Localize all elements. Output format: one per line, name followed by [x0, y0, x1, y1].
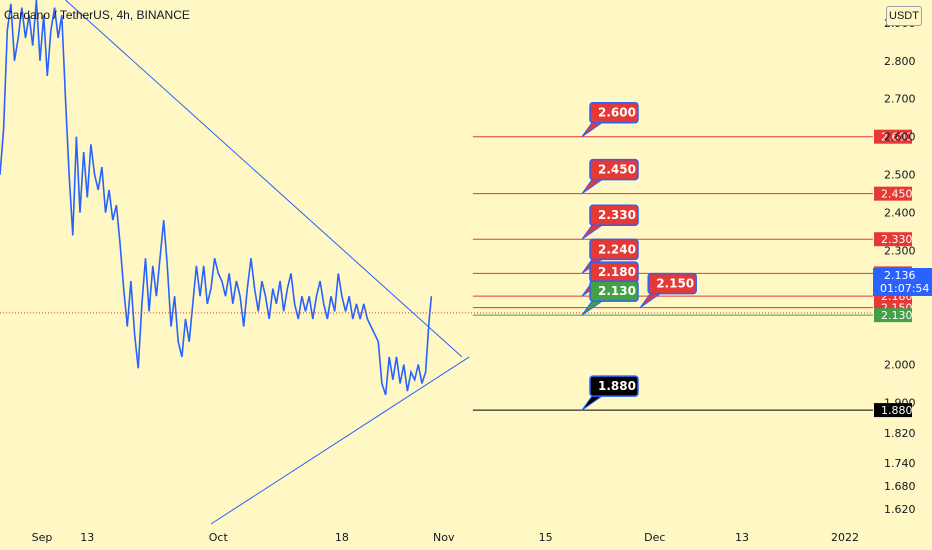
price-axis[interactable]: 2.9002.8002.7002.6002.5002.4002.3002.000…	[884, 17, 916, 516]
x-tick-label: 15	[539, 531, 553, 544]
callout-text: 2.150	[656, 277, 694, 291]
x-tick-label: Dec	[644, 531, 665, 544]
x-tick-label: 13	[80, 531, 94, 544]
y-tick-label: 1.820	[884, 427, 916, 440]
callout-2-600: 2.600	[581, 101, 639, 138]
callout-text: 2.450	[598, 163, 636, 177]
x-tick-label: Oct	[209, 531, 229, 544]
trendlines	[65, 0, 470, 525]
level-tag-2-600	[874, 129, 912, 144]
y-tick-label: 2.600	[884, 131, 916, 144]
last-price-value: 2.136	[884, 269, 916, 282]
callout-2-180: 2.180	[581, 261, 639, 297]
callout-text: 1.880	[598, 379, 636, 393]
level-tag-2-130	[874, 308, 912, 323]
last-price-tag: 2.136 01:07:54	[873, 268, 932, 296]
y-tick-label: 1.680	[884, 480, 916, 493]
callout-1-880: 1.880	[581, 375, 639, 411]
time-axis[interactable]: Sep 13 Oct 18 Nov 15 Dec 13 2022	[32, 531, 859, 544]
level-tag-text: 2.130	[881, 309, 913, 322]
callout-2-130: 2.130	[581, 280, 639, 316]
callout-2-330: 2.330	[581, 204, 639, 240]
callout-text: 2.180	[598, 265, 636, 279]
callout-text: 2.330	[598, 208, 636, 222]
price-series-line	[0, 0, 433, 396]
y-tick-label: 2.500	[884, 169, 916, 182]
y-tick-label: 2.000	[884, 359, 916, 372]
y-tick-label: 2.400	[884, 207, 916, 220]
trendline-support	[210, 356, 470, 525]
last-price-countdown: 01:07:54	[880, 282, 929, 295]
y-tick-label: 2.700	[884, 93, 916, 106]
callout-text: 2.240	[598, 242, 636, 256]
chart-title: Cardano / TetherUS, 4h, BINANCE	[4, 8, 190, 22]
level-tag-2-330	[874, 232, 912, 247]
callout-text: 2.130	[598, 284, 636, 298]
x-tick-label: 13	[735, 531, 749, 544]
callout-2-150: 2.150	[639, 272, 697, 308]
level-tag-text: 2.450	[881, 188, 913, 201]
x-tick-label: Nov	[433, 531, 455, 544]
x-tick-label: 2022	[831, 531, 859, 544]
y-tick-label: 2.300	[884, 245, 916, 258]
y-tick-label: 2.800	[884, 55, 916, 68]
y-tick-label: 1.900	[884, 396, 916, 409]
y-tick-label: 1.620	[884, 503, 916, 516]
callout-2-450: 2.450	[581, 158, 639, 195]
y-tick-label: 1.740	[884, 457, 916, 470]
x-tick-label: Sep	[32, 531, 53, 544]
level-tag-1-880	[874, 403, 912, 418]
x-tick-label: 18	[335, 531, 349, 544]
currency-button[interactable]: USDT	[886, 6, 922, 26]
level-callouts: 2.600 2.450 2.330 2.240 2.180 2.130 2.150 1.880	[581, 101, 697, 411]
level-tag-text: 2.330	[881, 233, 913, 246]
currency-label: USDT	[889, 10, 919, 22]
trendline-resistance	[65, 0, 463, 358]
level-tag-text: 1.880	[881, 404, 913, 417]
level-tag-text: 2.600	[881, 131, 913, 144]
callout-text: 2.600	[598, 106, 636, 120]
level-tag-2-450	[874, 186, 912, 201]
